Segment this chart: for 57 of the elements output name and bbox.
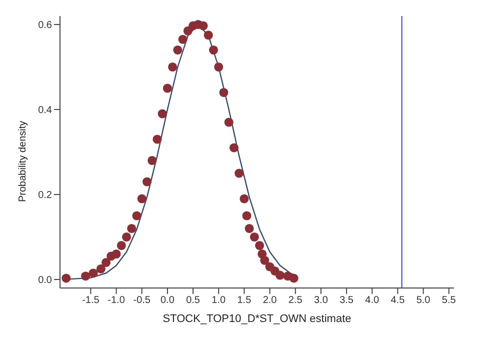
point	[173, 45, 182, 55]
point	[240, 194, 249, 204]
point	[132, 211, 142, 220]
point	[88, 268, 98, 278]
point	[96, 264, 106, 274]
point	[204, 30, 213, 40]
point	[289, 274, 298, 283]
y-tick-label: 0.4	[38, 105, 52, 116]
x-tick-label: 2.0	[262, 295, 278, 306]
x-tick-label: 2.5	[288, 295, 303, 306]
point	[62, 274, 71, 283]
point	[142, 177, 152, 186]
point	[168, 62, 178, 72]
x-tick-label: 3.0	[314, 295, 328, 306]
x-tick-label: -1.0	[108, 295, 126, 306]
x-tick-label: 4.0	[365, 295, 380, 306]
point	[208, 45, 218, 55]
point	[244, 224, 254, 234]
point	[158, 109, 167, 118]
y-tick-label: 0.6	[38, 20, 52, 32]
point	[148, 156, 157, 166]
x-tick-label: 1.0	[212, 295, 226, 306]
x-tick-label: 0.5	[186, 295, 200, 306]
point	[255, 240, 264, 250]
point	[137, 194, 146, 204]
point	[127, 224, 136, 234]
x-tick-label: 5.5	[442, 295, 456, 306]
point	[162, 84, 172, 93]
x-tick-label: 5.0	[416, 295, 431, 306]
point	[214, 62, 224, 72]
point	[242, 211, 252, 220]
point	[250, 232, 259, 242]
y-tick-label: 0.0	[38, 275, 52, 286]
point	[198, 21, 208, 30]
x-tick-label: 1.5	[237, 295, 252, 306]
point	[122, 232, 132, 242]
point	[112, 249, 121, 259]
x-tick-label: -1.5	[82, 295, 100, 306]
point	[229, 143, 238, 152]
point	[224, 118, 234, 127]
point	[152, 134, 162, 144]
point	[219, 88, 228, 98]
x-tick-label: 4.5	[390, 295, 406, 306]
x-axis-title: STOCK_TOP10_D*ST_OWN estimate	[162, 313, 352, 325]
y-axis-title: Probability density	[18, 120, 29, 202]
point	[81, 272, 90, 281]
y-tick-label: 0.2	[38, 190, 52, 202]
point	[260, 256, 270, 265]
point	[234, 168, 244, 178]
point	[183, 26, 192, 36]
point	[276, 270, 285, 280]
x-tick-label: -0.5	[133, 295, 151, 306]
x-tick-label: 3.5	[340, 295, 354, 306]
point	[102, 258, 111, 268]
point	[116, 240, 126, 250]
point	[178, 34, 188, 44]
x-tick-label: 0.0	[160, 295, 175, 306]
